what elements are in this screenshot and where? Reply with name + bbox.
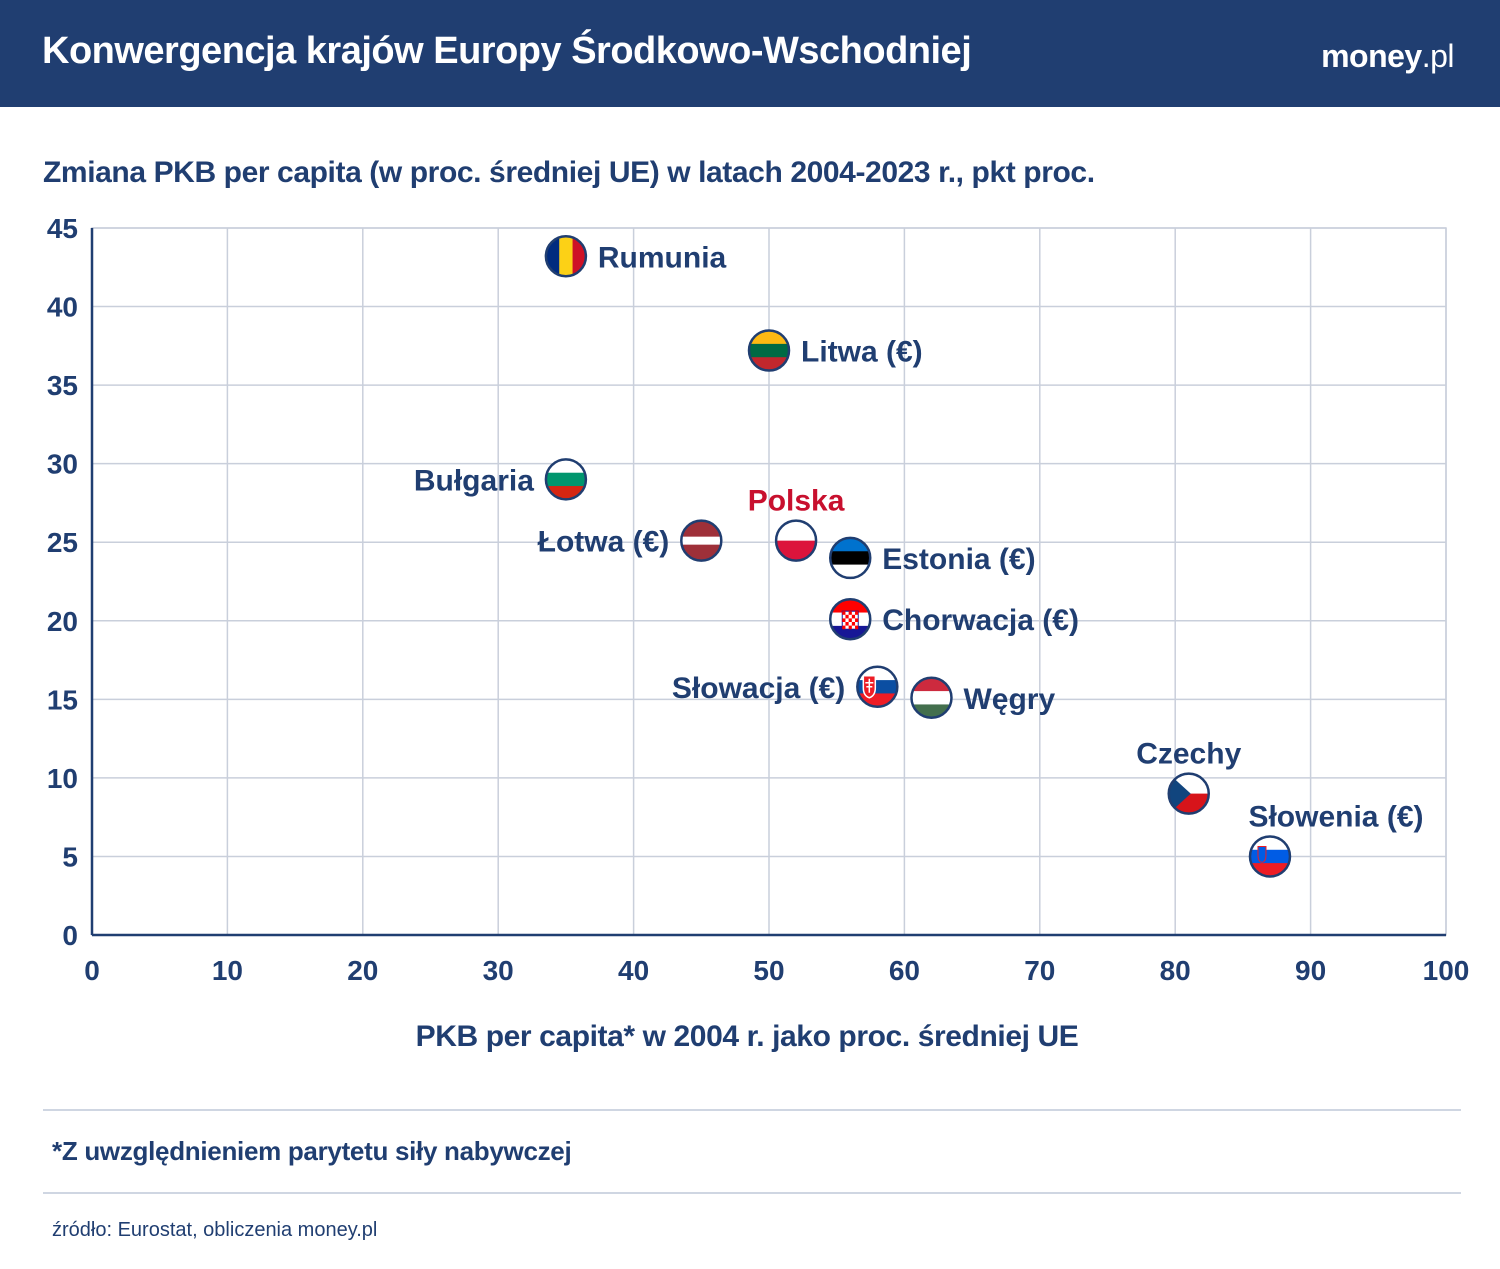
flag-stripe bbox=[559, 236, 574, 277]
flag-emblem-check bbox=[845, 614, 849, 619]
flag-emblem-check bbox=[848, 618, 852, 623]
brand-main: money bbox=[1321, 38, 1422, 74]
flag-emblem-check bbox=[851, 622, 856, 626]
flag-outline bbox=[1248, 835, 1292, 878]
divider-bottom bbox=[43, 1192, 1461, 1194]
x-tick-label: 50 bbox=[753, 955, 784, 986]
scatter-chart: 0 10 20 30 40 50 60 70 80 90 100 0 5 10 15 20 25 30 35 40 45… bbox=[47, 213, 1470, 986]
y-tick-label: 10 bbox=[47, 763, 78, 794]
flag-emblem-check bbox=[855, 625, 859, 630]
point-label: Łotwa (€) bbox=[538, 526, 670, 559]
point-label: Litwa (€) bbox=[801, 336, 923, 369]
y-tick-label: 5 bbox=[62, 841, 78, 872]
flag-outline bbox=[747, 329, 791, 372]
flag-stripe bbox=[681, 544, 722, 561]
flag-emblem-cross bbox=[865, 678, 874, 693]
flag-emblem-check bbox=[842, 611, 846, 615]
czech-flag-icon bbox=[1168, 773, 1209, 814]
flag-outline bbox=[544, 458, 588, 501]
flag-outline bbox=[544, 235, 588, 278]
flag-emblem bbox=[1257, 845, 1267, 863]
chart-title: Zmiana PKB per capita (w proc. średniej … bbox=[43, 156, 1095, 189]
x-tick-label: 70 bbox=[1024, 955, 1055, 986]
point-label: Chorwacja (€) bbox=[882, 604, 1079, 637]
x-tick-label: 60 bbox=[889, 955, 920, 986]
x-tick-label: 0 bbox=[84, 955, 100, 986]
y-tick-label: 0 bbox=[62, 920, 78, 951]
point-label: Węgry bbox=[963, 683, 1055, 716]
point-label: Słowenia (€) bbox=[1248, 800, 1423, 833]
x-tick-label: 40 bbox=[618, 955, 649, 986]
y-tick-label: 35 bbox=[47, 370, 78, 401]
y-tick-label: 30 bbox=[47, 449, 78, 480]
point-label: Słowacja (€) bbox=[672, 672, 845, 705]
flag-stripe bbox=[911, 691, 952, 705]
flag-emblem-check bbox=[842, 618, 846, 623]
flag-stripe bbox=[776, 520, 817, 542]
point-label: Estonia (€) bbox=[882, 543, 1035, 576]
y-tick-label: 15 bbox=[47, 684, 78, 715]
x-tick-label: 90 bbox=[1295, 955, 1326, 986]
flag-stripe bbox=[681, 520, 722, 538]
x-tick-label: 80 bbox=[1160, 955, 1191, 986]
x-axis-label: PKB per capita* w 2004 r. jako proc. śre… bbox=[415, 1020, 1079, 1053]
flag-stripe bbox=[681, 536, 722, 546]
divider-top bbox=[43, 1109, 1461, 1111]
flag-outline bbox=[1167, 772, 1210, 815]
flag-outline bbox=[680, 519, 723, 562]
brand-logo: money.pl bbox=[1321, 38, 1454, 75]
y-tick-label: 45 bbox=[47, 213, 78, 244]
flag-emblem-check bbox=[848, 625, 852, 630]
flag-stripe bbox=[1249, 849, 1290, 864]
flag-emblem-check bbox=[845, 622, 849, 626]
y-tick-label: 25 bbox=[47, 527, 78, 558]
flag-triangle bbox=[1168, 773, 1191, 814]
header-bar: Konwergencja krajów Europy Środkowo-Wsch… bbox=[0, 0, 1500, 107]
y-tick-label: 20 bbox=[47, 606, 78, 637]
point-label: Bułgaria bbox=[414, 464, 534, 497]
x-tick-label: 100 bbox=[1423, 955, 1470, 986]
y-tick-label: 40 bbox=[47, 292, 78, 323]
point-label: Polska bbox=[748, 485, 845, 518]
source-note: źródło: Eurostat, obliczenia money.pl bbox=[52, 1219, 378, 1241]
flag-emblem-check bbox=[851, 614, 856, 619]
point-label: Czechy bbox=[1136, 738, 1241, 771]
flag-stripe bbox=[545, 472, 586, 487]
flag-outline bbox=[856, 665, 899, 709]
flag-emblem-check bbox=[855, 611, 859, 615]
point-label: Rumunia bbox=[598, 241, 727, 274]
flag-stripe bbox=[749, 343, 789, 358]
flag-stripe bbox=[776, 540, 817, 561]
page-title: Konwergencja krajów Europy Środkowo-Wsch… bbox=[42, 30, 972, 72]
x-tick-label: 20 bbox=[347, 955, 378, 986]
flag-outline bbox=[828, 597, 872, 641]
poland-flag-icon bbox=[776, 520, 817, 561]
flag-stripe bbox=[830, 551, 871, 566]
flag-outline bbox=[910, 676, 953, 720]
footnote: *Z uwzględnieniem parytetu siły nabywcze… bbox=[52, 1136, 572, 1166]
flag-outline bbox=[828, 536, 872, 580]
flag-outline bbox=[774, 519, 818, 562]
x-tick-label: 10 bbox=[212, 955, 243, 986]
flag-emblem-check bbox=[842, 625, 846, 630]
brand-suffix: .pl bbox=[1421, 38, 1455, 74]
x-tick-label: 30 bbox=[483, 955, 514, 986]
flag-emblem-check bbox=[855, 618, 859, 623]
flag-emblem-check bbox=[848, 611, 852, 615]
